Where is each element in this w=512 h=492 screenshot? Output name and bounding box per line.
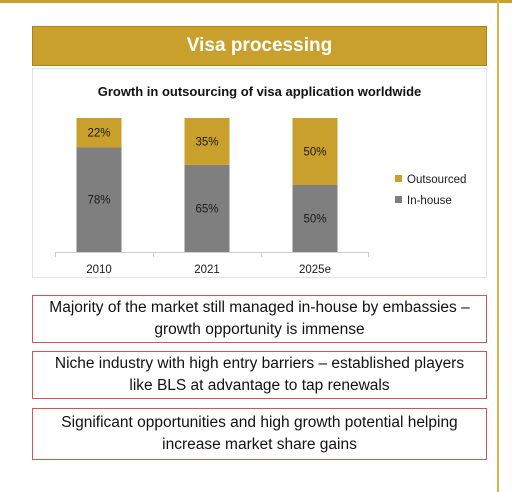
bar-outsourced-2025e xyxy=(292,118,338,185)
data-label-outsourced-2025e: 50% xyxy=(303,147,326,159)
data-label-in-house-2021: 65% xyxy=(195,203,218,215)
x-tick-label-2025e: 2025e xyxy=(299,264,331,276)
chart-panel: Growth in outsourcing of visa applicatio… xyxy=(32,68,487,278)
data-label-in-house-2025e: 50% xyxy=(303,214,326,226)
highlight-text-growth: Significant opportunities and high growt… xyxy=(61,414,458,453)
bar-in-house-2021 xyxy=(184,164,230,252)
data-label-outsourced-2021: 35% xyxy=(195,136,218,148)
highlight-box-entry-barriers: Niche industry with high entry barriers … xyxy=(32,351,487,399)
banner-title: Visa processing xyxy=(186,35,333,56)
data-label-in-house-2010: 78% xyxy=(87,195,110,207)
section-banner: Visa processing xyxy=(32,26,487,66)
stacked-bar-chart: 78% 22% 2010 65% 35% 2021 50% 50% 2025e Outsource… xyxy=(55,118,466,276)
highlight-box-growth: Significant opportunities and high growt… xyxy=(32,408,487,460)
right-rule xyxy=(497,0,499,492)
data-label-outsourced-2010: 22% xyxy=(87,128,110,140)
highlight-text-entry-barriers: Niche industry with high entry barriers … xyxy=(54,355,465,394)
legend-swatch-in-house xyxy=(395,196,402,203)
bar-in-house-2025e xyxy=(292,185,338,252)
x-tick-label-2010: 2010 xyxy=(86,264,112,276)
bar-in-house-2010 xyxy=(76,147,122,252)
bar-outsourced-2021 xyxy=(184,118,230,165)
legend-swatch-outsourced xyxy=(395,175,402,182)
highlight-text-market: Majority of the market still managed in-… xyxy=(49,299,470,338)
legend-label-in-house: In-house xyxy=(407,195,452,207)
top-rule xyxy=(0,0,512,3)
highlight-box-market: Majority of the market still managed in-… xyxy=(32,295,487,343)
chart-title: Growth in outsourcing of visa applicatio… xyxy=(97,84,422,99)
bar-outsourced-2010 xyxy=(76,118,122,148)
legend-label-outsourced: Outsourced xyxy=(407,174,466,186)
x-tick-label-2021: 2021 xyxy=(194,264,220,276)
